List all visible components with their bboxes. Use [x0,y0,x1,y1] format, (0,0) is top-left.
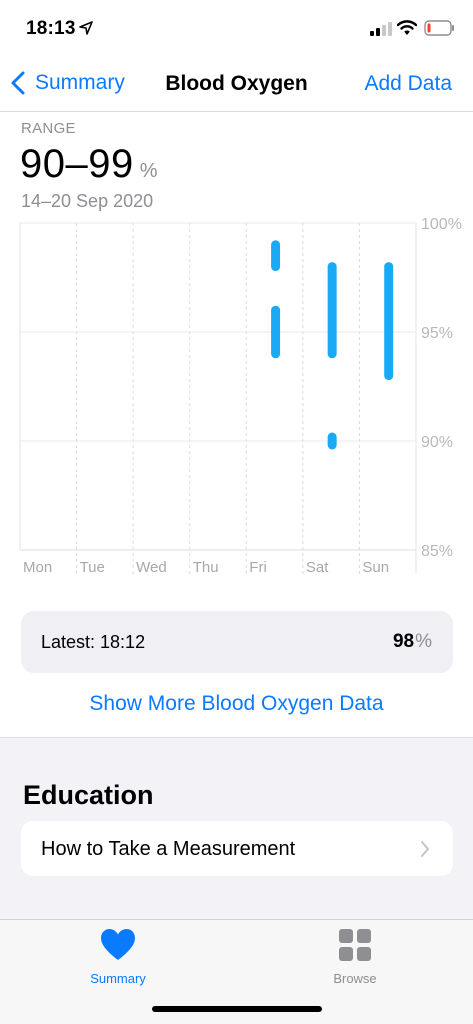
tab-summary[interactable]: Summary [73,928,163,986]
education-item-label: How to Take a Measurement [41,838,296,860]
status-time: 18:13 [26,18,76,39]
back-button-label: Summary [35,71,125,94]
latest-label: Latest: 18:12 [41,632,146,652]
range-unit: % [139,160,158,182]
battery-low-icon [424,20,454,36]
page-title: Blood Oxygen [165,72,308,95]
location-arrow-icon [79,21,93,35]
latest-unit: % [415,631,432,652]
back-button[interactable]: Summary [10,68,125,98]
status-bar: 18:13 [0,0,473,56]
chart-x-tick-label: Sat [306,559,329,576]
blood-oxygen-chart[interactable]: 100% 95% 90% 85% Mon Tue Wed Thu Fri Sat Sun [0,210,473,580]
grid-icon [339,929,371,961]
cellular-signal-icon [370,22,392,36]
chart-y-tick-label: 85% [421,543,453,560]
latest-number: 98 [392,631,415,652]
chart-x-tick-label: Mon [23,559,52,576]
chart-range-bar [327,262,337,359]
latest-reading-card[interactable]: Latest: 18:12 98 % [21,611,453,673]
navigation-bar: Summary Blood Oxygen Add Data [0,56,473,112]
tab-browse-label: Browse [333,971,377,986]
education-item-measurement[interactable]: How to Take a Measurement [21,821,453,876]
chart-range-bar [271,240,281,272]
home-indicator [152,1006,322,1012]
chart-x-tick-label: Thu [193,559,219,576]
tab-summary-label: Summary [90,971,146,986]
chevron-left-icon [11,71,25,95]
chevron-right-icon [421,841,429,857]
tab-browse[interactable]: Browse [310,928,400,986]
chart-y-tick-label: 90% [421,434,453,451]
wifi-icon [397,20,417,35]
chart-y-tick-label: 95% [421,325,453,342]
chart-range-bar [327,432,337,450]
heart-icon [101,929,135,960]
chart-svg: 100% 95% 90% 85% Mon Tue Wed Thu Fri Sat Sun [19,216,462,576]
chart-range-bar [384,262,394,381]
show-more-data-link[interactable]: Show More Blood Oxygen Data [89,692,384,715]
range-number: 90–99 [20,142,134,186]
education-title: Education [23,780,154,810]
chart-y-tick-label: 100% [421,216,462,233]
chart-x-tick-label: Sun [362,559,389,576]
range-value: 90–99 % [20,142,158,187]
latest-value: 98 % [393,631,432,653]
range-date: 14–20 Sep 2020 [21,191,154,211]
chart-x-tick-label: Fri [249,559,266,576]
chart-x-tick-label: Wed [136,559,167,576]
chart-x-tick-label: Tue [80,559,105,576]
chart-range-bar [271,305,281,359]
education-section: Education How to Take a Measurement [0,737,473,920]
range-label: RANGE [21,120,76,137]
add-data-button[interactable]: Add Data [364,72,452,95]
